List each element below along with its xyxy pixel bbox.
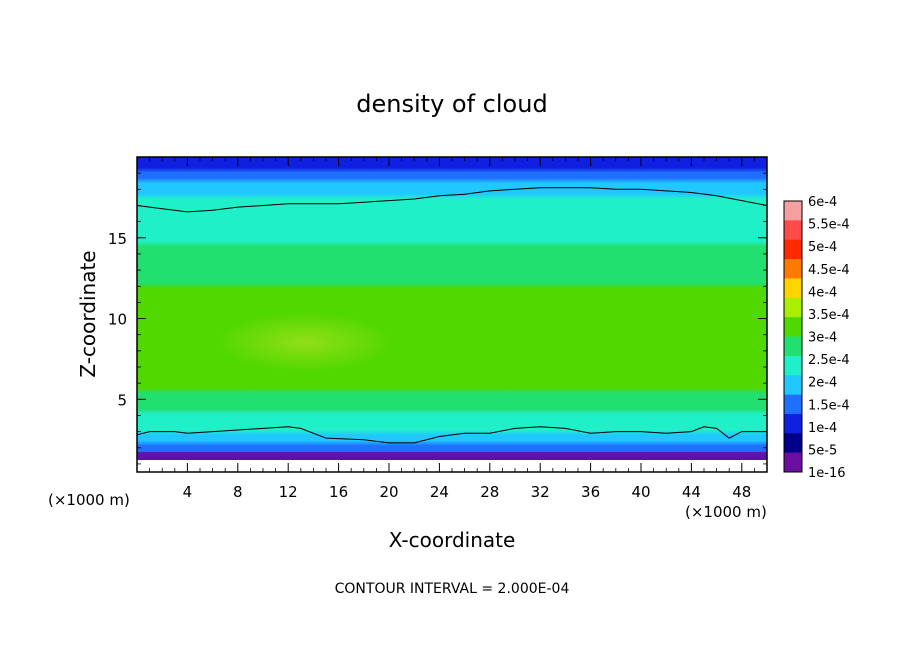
colorbar-swatch: [784, 394, 802, 415]
x-unit-left: (×1000 m): [48, 491, 130, 509]
colorbar-label: 1.5e-4: [808, 398, 850, 413]
contour-interval-label: CONTOUR INTERVAL = 2.000E-04: [335, 581, 570, 597]
x-tick-label: 12: [279, 483, 298, 501]
x-tick-label: 48: [732, 483, 751, 501]
y-tick-label: 10: [108, 311, 127, 329]
contour-lines: [137, 187, 767, 444]
colorbar-label: 6e-4: [808, 195, 837, 210]
contour-line-1: [137, 187, 767, 213]
x-tick-label: 40: [631, 483, 650, 501]
colorbar-swatch: [784, 375, 802, 395]
x-tick-label: 8: [233, 483, 243, 501]
x-unit-right: (×1000 m): [685, 503, 767, 521]
colorbar-label: 3.5e-4: [808, 308, 850, 323]
colorbar-swatch: [784, 433, 802, 453]
density-maximum-region: [215, 312, 395, 372]
y-axis-ticks: 5 10 15: [108, 172, 767, 465]
colorbar-label: 2.5e-4: [808, 353, 850, 368]
colorbar-label: 5.5e-4: [808, 218, 850, 233]
x-tick-label: 28: [480, 483, 499, 501]
colorbar-swatch: [784, 297, 802, 318]
density-field: [137, 157, 767, 472]
colorbar-label: 5e-4: [808, 240, 837, 255]
x-tick-label: 24: [430, 483, 449, 501]
colorbar-swatch: [784, 278, 802, 299]
colorbar-frame: [783, 200, 803, 473]
ground-purple-band: [137, 452, 767, 460]
colorbar-swatch: [784, 239, 802, 260]
colorbar-swatch: [784, 355, 802, 376]
colorbar-label: 5e-5: [808, 443, 837, 458]
colorbar-label: 2e-4: [808, 376, 837, 391]
y-tick-label: 15: [108, 230, 127, 248]
colorbar-swatch: [784, 201, 802, 221]
contour-line-2: [137, 426, 767, 444]
y-axis-label: Z-coordinate: [76, 250, 100, 377]
colorbar-label: 4.5e-4: [808, 263, 850, 278]
y-tick-label: 5: [117, 391, 127, 409]
colorbar-label: 4e-4: [808, 285, 837, 300]
x-tick-label: 44: [682, 483, 701, 501]
x-tick-label: 4: [183, 483, 193, 501]
colorbar-swatch: [784, 336, 802, 357]
x-tick-label: 32: [531, 483, 550, 501]
colorbar-swatch: [784, 220, 802, 241]
colorbar-swatch: [784, 452, 802, 473]
colorbar-swatch: [784, 259, 802, 279]
colorbar-swatch: [784, 413, 802, 434]
colorbar-swatch: [784, 317, 802, 337]
colorbar: 6e-4 5.5e-4 5e-4 4.5e-4 4e-4 3.5e-4 3e-4 2.5e-4…: [783, 195, 850, 481]
x-axis-label: X-coordinate: [389, 528, 516, 552]
x-tick-label: 16: [329, 483, 348, 501]
x-tick-label: 36: [581, 483, 600, 501]
colorbar-label: 1e-4: [808, 421, 837, 436]
x-tick-label: 20: [379, 483, 398, 501]
colorbar-label: 1e-16: [808, 466, 846, 481]
ground-blank-band: [137, 460, 767, 472]
colorbar-label: 3e-4: [808, 331, 837, 346]
x-axis-ticks: 4 8 12 16 20 24 28 32 36 40 44 48: [149, 157, 755, 501]
plot-area: [137, 157, 767, 472]
chart-title: density of cloud: [356, 90, 547, 118]
